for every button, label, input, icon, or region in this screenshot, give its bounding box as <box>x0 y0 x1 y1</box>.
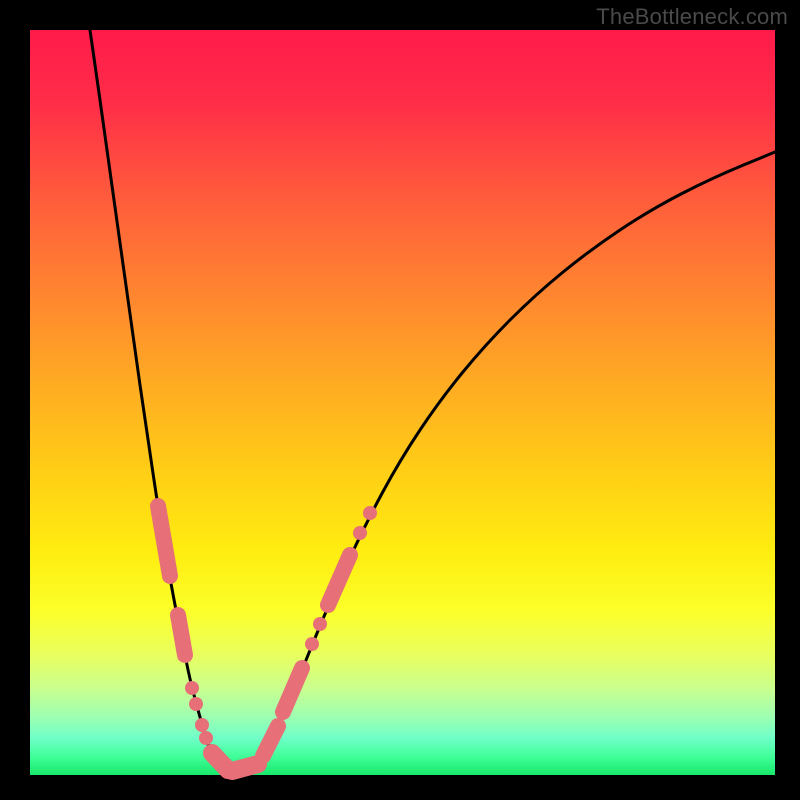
marker-dot <box>313 617 327 631</box>
marker-dot <box>353 526 367 540</box>
marker-dot <box>199 731 213 745</box>
bottleneck-chart <box>0 0 800 800</box>
marker-dot <box>189 697 203 711</box>
marker-dot <box>305 637 319 651</box>
marker-capsule <box>178 615 185 655</box>
marker-dot <box>195 718 209 732</box>
marker-dot <box>185 681 199 695</box>
marker-dot <box>363 506 377 520</box>
watermark-text: TheBottleneck.com <box>596 4 788 30</box>
marker-capsule <box>232 764 258 771</box>
